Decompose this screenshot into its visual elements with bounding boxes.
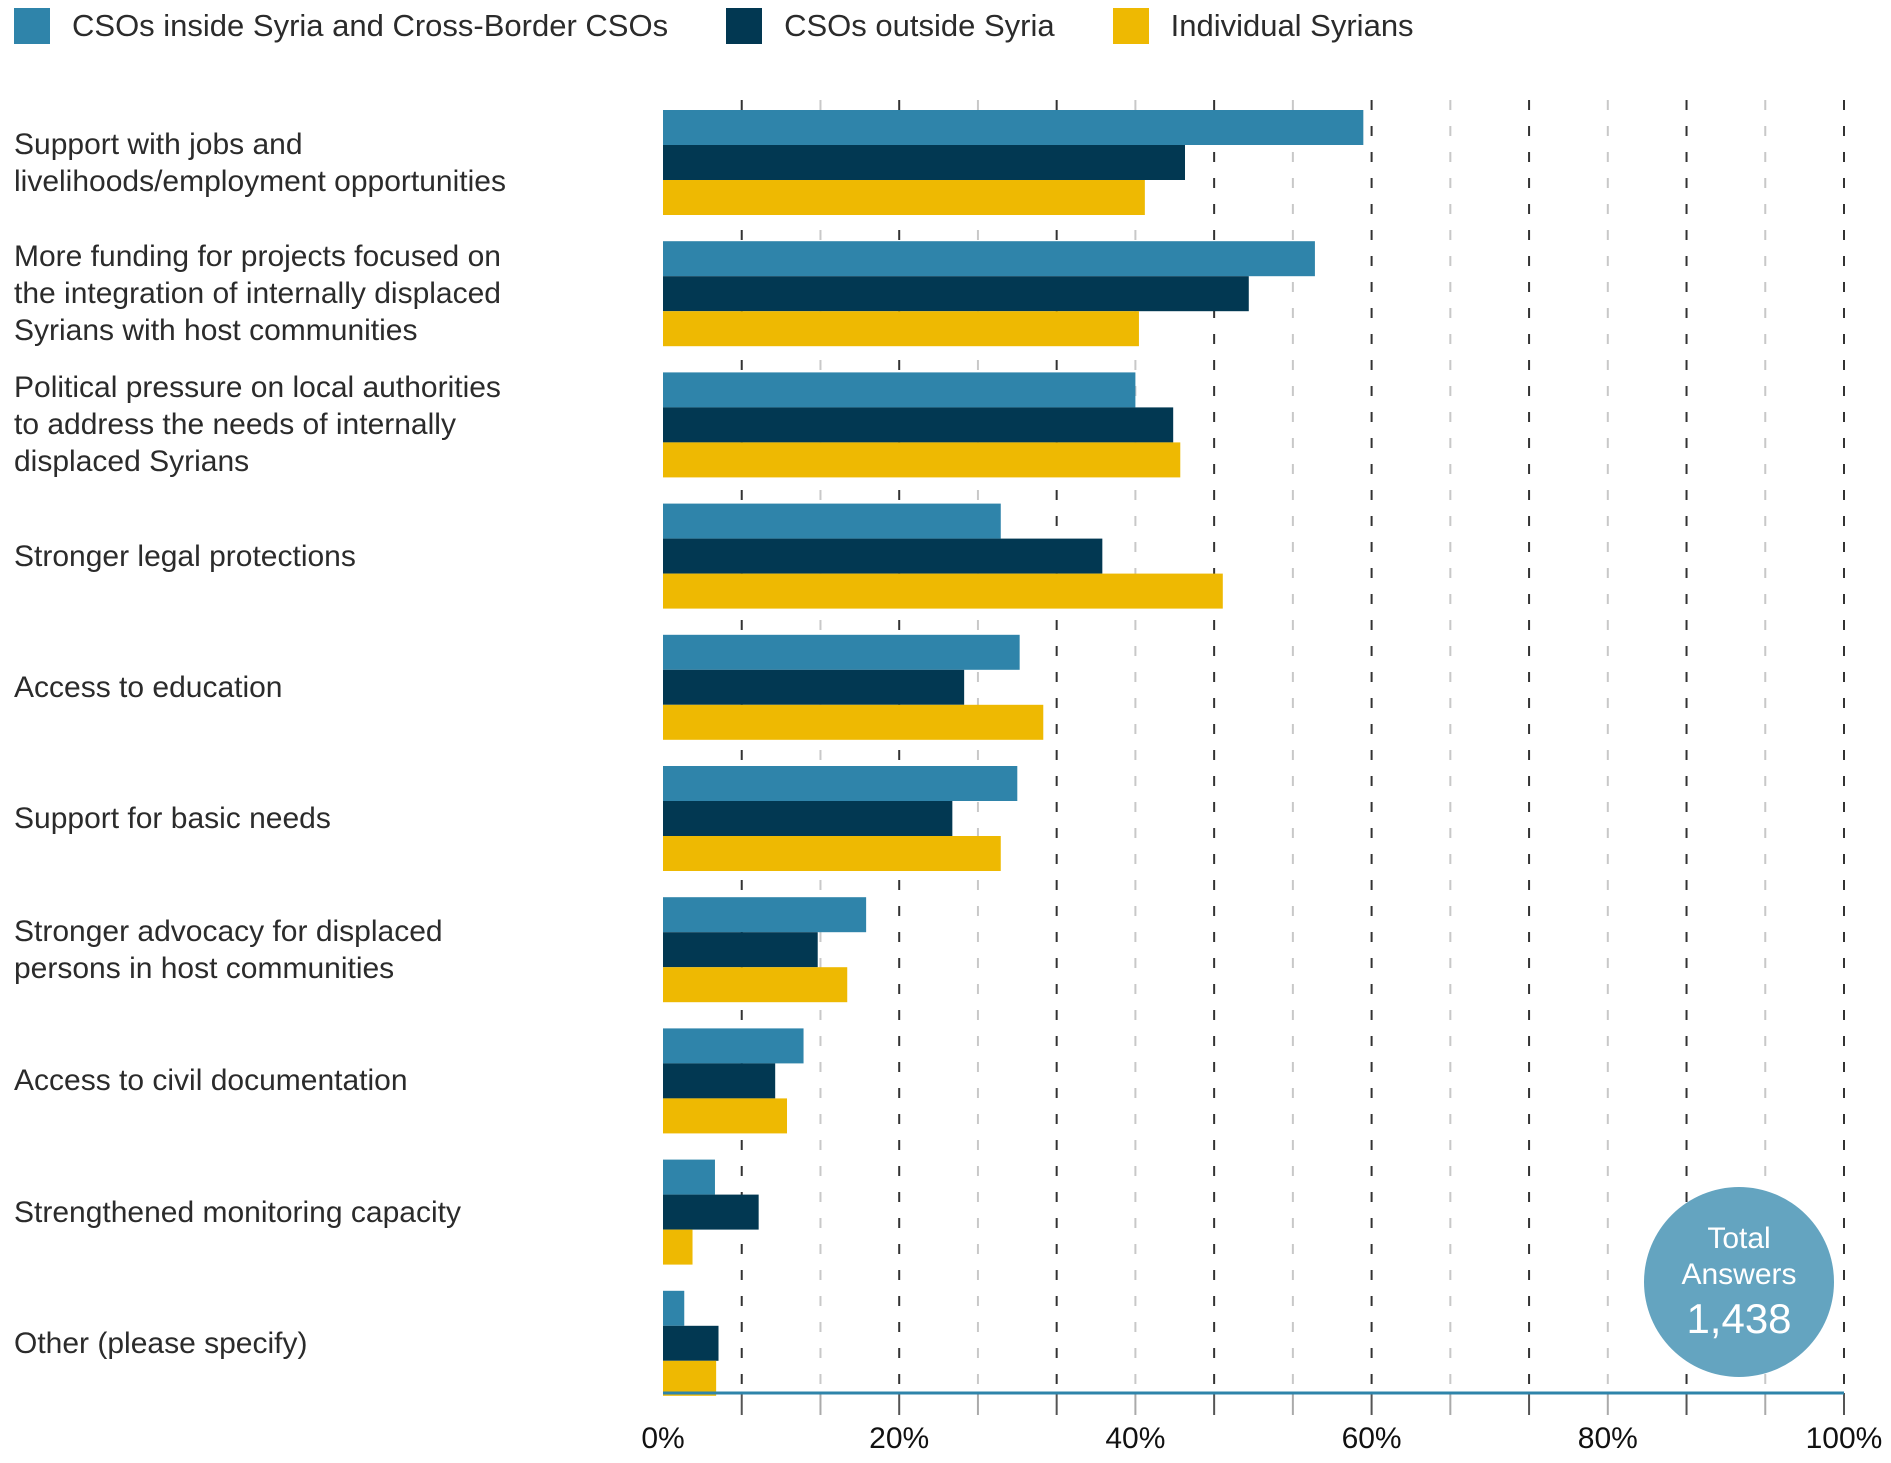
bar-2-5: [663, 836, 1001, 871]
category-label-line: livelihoods/employment opportunities: [14, 164, 506, 198]
category-label-line: the integration of internally displaced: [14, 277, 501, 311]
category-label-line: Stronger legal protections: [14, 539, 356, 573]
category-label-line: Other (please specify): [14, 1326, 308, 1360]
category-label-line: Support for basic needs: [14, 802, 331, 835]
legend-label: CSOs inside Syria and Cross-Border CSOs: [72, 8, 669, 43]
category-label: More funding for projects focused on the …: [14, 238, 634, 349]
x-tick-label: 60%: [1342, 1422, 1402, 1455]
bar-2-7: [663, 1098, 788, 1134]
badge-value: 1,438: [1686, 1295, 1792, 1342]
bar-0-2: [663, 372, 1136, 408]
bar-1-5: [663, 801, 953, 836]
bar-2-0: [663, 180, 1145, 215]
category-label-line: Strengthened monitoring capacity: [14, 1195, 461, 1229]
category-label: Access to civil documentation: [14, 1062, 634, 1099]
bar-1-7: [663, 1063, 776, 1099]
category-label-line: persons in host communities: [14, 951, 395, 985]
category-label: Access to education: [14, 669, 634, 706]
bar-0-4: [663, 634, 1020, 670]
x-tick-label: 100%: [1806, 1422, 1883, 1455]
bar-1-3: [663, 538, 1103, 574]
bar-1-8: [663, 1194, 759, 1230]
category-label-line: to address the needs of internally: [14, 408, 456, 442]
category-label: Strengthened monitoring capacity: [14, 1194, 634, 1231]
legend-swatch: [1112, 8, 1149, 44]
bar-2-8: [663, 1229, 693, 1265]
bar-1-6: [663, 932, 818, 968]
bar-1-4: [663, 669, 965, 705]
bar-0-5: [663, 766, 1018, 801]
bar-2-1: [663, 311, 1139, 347]
bar-2-2: [663, 442, 1181, 478]
bar-0-8: [663, 1159, 715, 1195]
bar-1-2: [663, 407, 1174, 443]
category-label: Support with jobs and livelihoods/employm…: [14, 126, 634, 200]
bar-2-9: [663, 1360, 717, 1396]
legend-swatch: [726, 8, 763, 44]
bar-0-0: [663, 110, 1364, 145]
legend-item-cso-inside: CSOs inside Syria and Cross-Border CSOs: [14, 8, 668, 44]
category-label-line: More funding for projects focused on: [14, 240, 501, 274]
category-label-line: Support with jobs and: [14, 127, 303, 161]
legend-label: CSOs outside Syria: [784, 8, 1055, 43]
x-tick-label: 40%: [1105, 1422, 1165, 1455]
category-label-line: Access to education: [14, 670, 283, 704]
category-label: Stronger legal protections: [14, 538, 634, 575]
category-label-line: Syrians with host communities: [14, 314, 418, 348]
bar-2-3: [663, 573, 1223, 609]
bar-1-0: [663, 145, 1186, 180]
category-label: Other (please specify): [14, 1325, 634, 1362]
category-label-line: Political pressure on local authorities: [14, 371, 501, 405]
bar-0-7: [663, 1028, 804, 1064]
bar-0-3: [663, 503, 1001, 539]
x-tick-label: 0%: [641, 1422, 684, 1455]
total-answers-badge: Total Answers 1,438: [1644, 1187, 1834, 1377]
x-tick-label: 80%: [1578, 1422, 1638, 1455]
legend-item-cso-outside: CSOs outside Syria: [726, 8, 1055, 44]
bar-2-6: [663, 967, 848, 1003]
category-label: Support for basic needs: [14, 800, 634, 837]
bar-1-1: [663, 276, 1249, 312]
bar-0-9: [663, 1290, 685, 1326]
legend-label: Individual Syrians: [1170, 8, 1414, 43]
bar-1-9: [663, 1325, 719, 1361]
legend: CSOs inside Syria and Cross-Border CSOs …: [14, 8, 1472, 44]
bar-0-6: [663, 897, 867, 933]
badge-line-1: Total: [1707, 1222, 1771, 1255]
legend-swatch: [14, 8, 50, 44]
category-label: Political pressure on local authorities t…: [14, 369, 634, 480]
category-label-line: Stronger advocacy for displaced: [14, 914, 443, 948]
legend-item-individuals: Individual Syrians: [1112, 8, 1414, 44]
badge-line-2: Answers: [1681, 1258, 1797, 1291]
x-tick-label: 20%: [869, 1422, 929, 1455]
category-label: Stronger advocacy for displaced persons i…: [14, 913, 634, 987]
bar-2-4: [663, 704, 1044, 740]
category-label-line: Access to civil documentation: [14, 1064, 408, 1098]
category-label-line: displaced Syrians: [14, 445, 250, 479]
bar-0-1: [663, 241, 1315, 277]
